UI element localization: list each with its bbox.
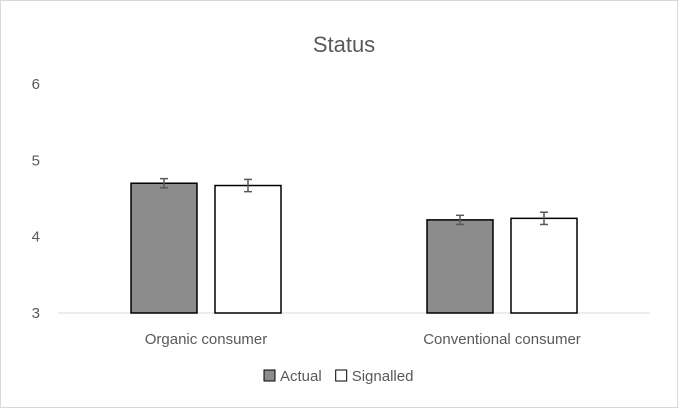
legend: Actual Signalled: [263, 368, 414, 385]
bar-actual-1: [426, 219, 494, 314]
bar-signalled-0: [214, 184, 282, 314]
legend-swatch-signalled: [335, 369, 348, 382]
error-bar: [244, 178, 252, 193]
error-bars: [160, 177, 548, 226]
chart-title: Status: [313, 32, 375, 57]
y-tick-label: 6: [32, 76, 40, 93]
category-label: Conventional consumer: [423, 331, 581, 348]
bar-signalled-1: [510, 217, 578, 314]
legend-label-signalled: Signalled: [352, 368, 414, 385]
y-tick-label: 5: [32, 152, 40, 169]
legend-swatch-actual: [263, 369, 276, 382]
bars: [130, 182, 578, 314]
legend-label-actual: Actual: [280, 368, 322, 385]
error-bar: [540, 211, 548, 226]
bar-actual-0: [130, 182, 198, 314]
y-tick-label: 3: [32, 305, 40, 322]
error-bar: [160, 177, 168, 189]
y-axis-ticks: 3 4 5 6: [32, 76, 40, 322]
category-labels: Organic consumer Conventional consumer: [145, 331, 581, 348]
error-bar: [456, 214, 464, 226]
y-tick-label: 4: [32, 229, 40, 246]
category-label: Organic consumer: [145, 331, 268, 348]
